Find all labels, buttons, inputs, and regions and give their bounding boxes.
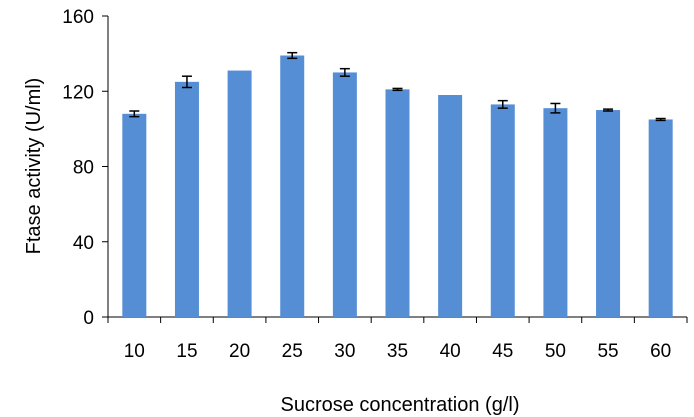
y-tick-label: 0 — [83, 308, 94, 329]
y-tick-label: 120 — [62, 82, 94, 103]
x-tick-label: 55 — [597, 341, 618, 362]
error-bar — [603, 108, 614, 112]
error-bar — [339, 67, 350, 77]
x-axis-title: Sucrose concentration (g/l) — [280, 394, 519, 416]
bar — [385, 89, 410, 318]
x-tick-label: 25 — [282, 341, 303, 362]
bar — [490, 104, 515, 317]
x-tick-label: 10 — [124, 341, 145, 362]
x-tick-label: 45 — [492, 341, 513, 362]
bar — [280, 55, 305, 317]
bar-series — [122, 51, 673, 318]
bar — [174, 81, 199, 317]
x-tick-label: 15 — [176, 341, 197, 362]
bar — [332, 72, 357, 317]
x-tick-label: 50 — [545, 341, 566, 362]
x-axis: 10 15 20 25 30 35 40 45 50 55 60 — [107, 316, 688, 362]
y-tick-label: 40 — [73, 233, 94, 254]
error-bar — [550, 102, 561, 114]
error-bar — [287, 51, 298, 60]
x-tick-label: 35 — [387, 341, 408, 362]
x-tick-label: 40 — [440, 341, 461, 362]
bar — [596, 110, 621, 317]
y-axis-title: Ftase activity (U/ml) — [23, 78, 45, 255]
bar — [648, 119, 673, 317]
y-tick-label: 80 — [73, 158, 94, 179]
y-tick-label: 160 — [62, 7, 94, 28]
bar — [543, 108, 568, 318]
error-bar — [655, 117, 666, 122]
x-tick-label: 20 — [229, 341, 250, 362]
bar — [438, 95, 463, 317]
x-tick-label: 30 — [334, 341, 355, 362]
bar — [122, 113, 147, 317]
error-bar — [181, 75, 192, 89]
error-bar — [129, 110, 140, 118]
error-bar — [392, 87, 403, 92]
bar — [227, 70, 252, 318]
error-bar — [497, 99, 508, 109]
y-axis: 0 40 80 120 160 — [62, 7, 109, 329]
x-tick-label: 60 — [650, 341, 671, 362]
